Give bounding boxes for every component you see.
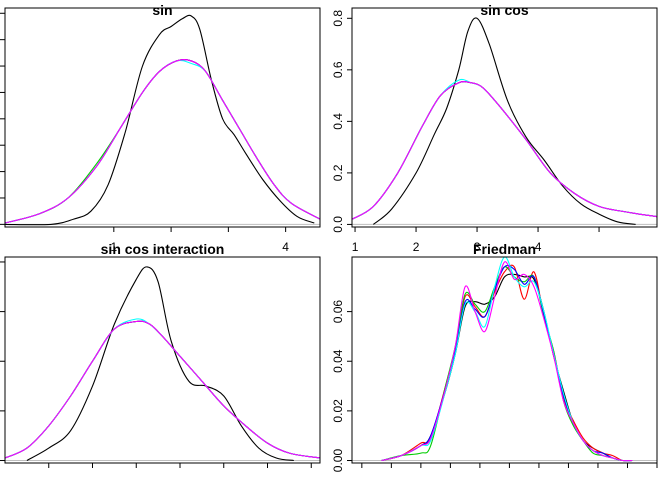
- density-curve-2: [4, 320, 321, 459]
- x-tick-label: 1: [352, 240, 359, 254]
- density-curve-6: [351, 81, 658, 220]
- density-curve-6: [381, 261, 633, 462]
- density-curve-5: [4, 59, 321, 224]
- y-tick-label: 0.02: [331, 399, 345, 423]
- density-curve-1: [26, 266, 294, 462]
- density-curve-1: [381, 273, 633, 462]
- y-tick-label: 0.4: [331, 113, 345, 130]
- density-curve-5: [351, 78, 658, 220]
- y-tick-label: 0.0: [331, 216, 345, 233]
- density-curve-6: [4, 320, 321, 459]
- y-tick-label: 0.00: [331, 449, 345, 473]
- x-tick-label: 4: [535, 240, 542, 254]
- panel-2: 0.0 0.2 0.4 0.6 0.8 1 2 3 4 sin cos: [331, 2, 658, 254]
- density-curve-5: [4, 318, 321, 459]
- density-curve-4: [351, 81, 658, 220]
- density-curve-2: [4, 58, 321, 224]
- plot-frame: [351, 7, 658, 228]
- panel-4: 0.00 0.02 0.04 0.06 Friedman: [331, 241, 658, 473]
- density-curve-1: [4, 14, 315, 226]
- density-curve-5: [381, 256, 633, 462]
- x-tick-label: 1: [110, 240, 117, 254]
- panel-title: sin cos interaction: [101, 241, 225, 257]
- density-curve-1: [373, 17, 636, 225]
- panel-title: Friedman: [473, 241, 536, 257]
- density-curve-6: [4, 58, 321, 224]
- plot-frame: [351, 256, 658, 464]
- density-curve-3: [4, 320, 321, 459]
- density-curve-4: [381, 264, 633, 462]
- x-tick-label: 3: [474, 240, 481, 254]
- density-curve-3: [381, 266, 633, 462]
- x-tick-label: 4: [282, 240, 289, 254]
- density-curve-2: [381, 264, 633, 462]
- x-tick-label: 2: [413, 240, 420, 254]
- density-curve-3: [4, 58, 321, 224]
- density-curve-4: [4, 58, 321, 224]
- plot-frame: [4, 7, 321, 228]
- plot-frame: [4, 256, 321, 464]
- y-tick-label: 0.2: [331, 164, 345, 181]
- panel-1: 1 4 sin: [0, 2, 321, 254]
- panel-title: sin cos: [480, 2, 528, 18]
- y-tick-label: 0.06: [331, 300, 345, 324]
- panel-3: sin cos interaction: [0, 241, 321, 468]
- density-curve-2: [351, 81, 658, 220]
- y-tick-label: 0.6: [331, 61, 345, 78]
- density-curve-4: [4, 320, 321, 459]
- y-tick-label: 0.8: [331, 10, 345, 27]
- density-curve-3: [351, 81, 658, 220]
- y-tick-label: 0.04: [331, 349, 345, 373]
- panel-title: sin: [152, 2, 172, 18]
